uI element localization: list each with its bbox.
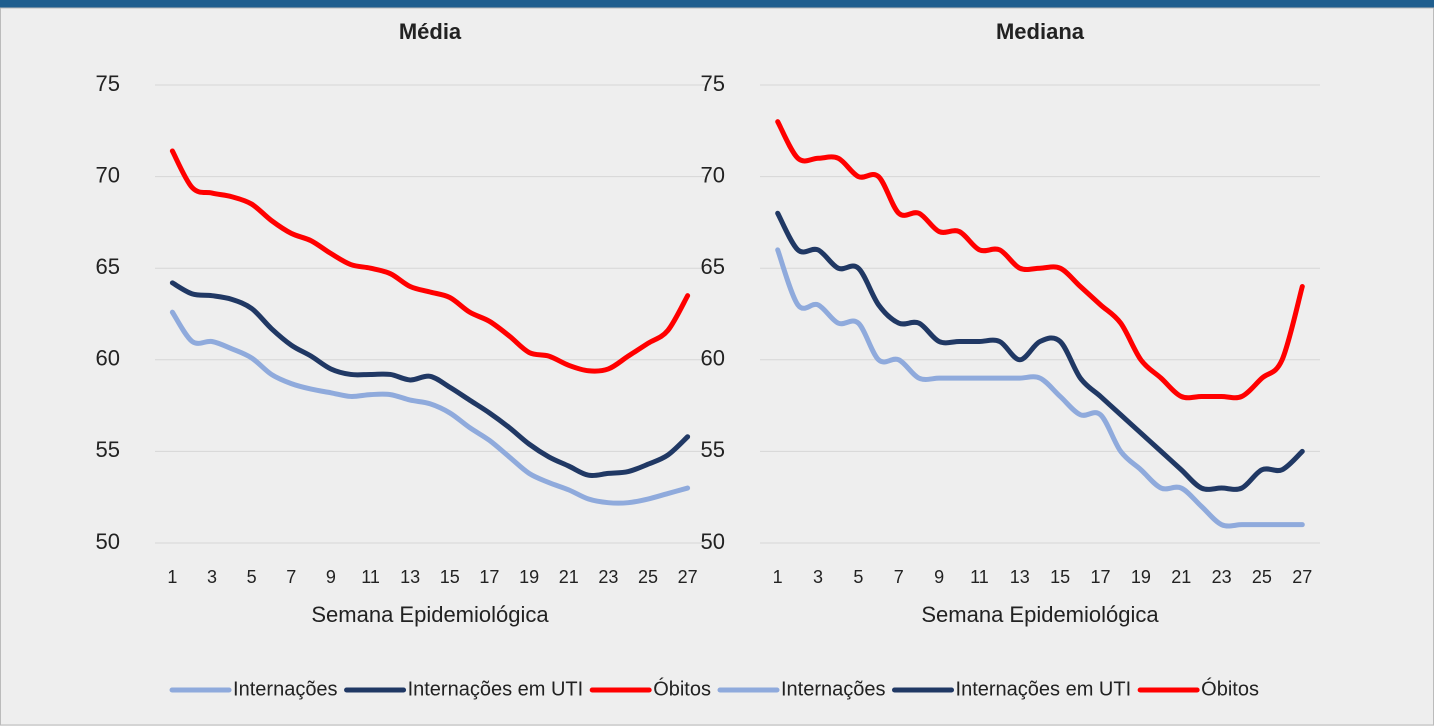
x-tick-label: 3 xyxy=(207,567,217,587)
y-tick-label: 70 xyxy=(701,162,725,187)
chart-title: Mediana xyxy=(996,19,1085,44)
x-tick-label: 5 xyxy=(247,567,257,587)
x-tick-label: 17 xyxy=(479,567,499,587)
x-tick-label: 21 xyxy=(1171,567,1191,587)
x-axis-label: Semana Epidemiológica xyxy=(921,602,1159,627)
y-tick-label: 65 xyxy=(96,254,120,279)
x-tick-label: 21 xyxy=(559,567,579,587)
x-tick-label: 19 xyxy=(1131,567,1151,587)
x-tick-label: 23 xyxy=(598,567,618,587)
x-tick-label: 5 xyxy=(853,567,863,587)
x-tick-label: 1 xyxy=(167,567,177,587)
x-tick-label: 23 xyxy=(1212,567,1232,587)
x-tick-label: 1 xyxy=(773,567,783,587)
legend-label: Internações em UTI xyxy=(956,678,1132,700)
x-tick-label: 11 xyxy=(970,567,989,587)
x-tick-label: 3 xyxy=(813,567,823,587)
y-tick-label: 70 xyxy=(96,162,120,187)
legend-label: Óbitos xyxy=(653,677,711,700)
y-tick-label: 50 xyxy=(701,529,725,554)
x-tick-label: 19 xyxy=(519,567,539,587)
x-tick-label: 13 xyxy=(1010,567,1030,587)
y-tick-label: 65 xyxy=(701,254,725,279)
legend-label: Internações em UTI xyxy=(408,678,584,700)
x-tick-label: 11 xyxy=(361,567,380,587)
x-tick-label: 7 xyxy=(286,567,296,587)
series-line xyxy=(169,148,691,374)
x-tick-label: 15 xyxy=(1050,567,1070,587)
series-line xyxy=(775,210,1305,492)
x-tick-label: 7 xyxy=(894,567,904,587)
y-tick-label: 75 xyxy=(96,71,120,96)
x-tick-label: 9 xyxy=(934,567,944,587)
x-tick-label: 13 xyxy=(400,567,420,587)
x-tick-label: 15 xyxy=(440,567,460,587)
x-tick-label: 27 xyxy=(1292,567,1312,587)
x-tick-label: 27 xyxy=(678,567,698,587)
y-tick-label: 60 xyxy=(701,346,725,371)
legend-label: Internações xyxy=(233,678,338,700)
y-tick-label: 75 xyxy=(701,71,725,96)
y-tick-label: 50 xyxy=(96,529,120,554)
x-tick-label: 9 xyxy=(326,567,336,587)
x-tick-label: 25 xyxy=(638,567,658,587)
series-line xyxy=(169,309,691,506)
chart-title: Média xyxy=(399,19,462,44)
series-line xyxy=(775,119,1305,401)
y-tick-label: 55 xyxy=(701,437,725,462)
legend-label: Internações xyxy=(781,678,886,700)
top-bar xyxy=(0,0,1434,8)
x-tick-label: 25 xyxy=(1252,567,1272,587)
y-tick-label: 55 xyxy=(96,437,120,462)
legend-label: Óbitos xyxy=(1201,677,1259,700)
x-axis-label: Semana Epidemiológica xyxy=(311,602,549,627)
x-tick-label: 17 xyxy=(1091,567,1111,587)
series-line xyxy=(775,247,1305,529)
y-tick-label: 60 xyxy=(96,346,120,371)
series-line xyxy=(169,280,691,479)
